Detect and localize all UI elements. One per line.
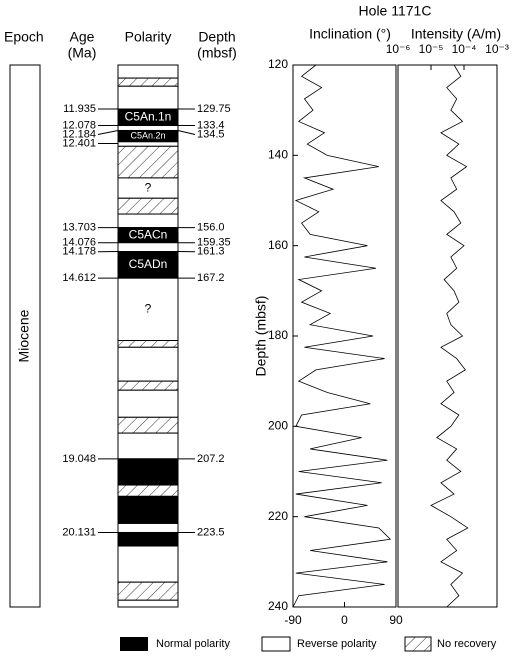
age-label: 12.401 [62,137,96,149]
epoch-header: Epoch [4,29,44,45]
y-tick-label: 240 [268,599,288,613]
legend-swatch [261,636,291,652]
y-tick-label: 220 [268,509,288,523]
x-tick-label: 10⁻⁴ [452,42,477,56]
legend-swatch [120,637,148,651]
polarity-block [117,64,179,79]
legend-label: No recovery [437,638,497,650]
chart-title: Hole 1171C [359,3,432,19]
y-tick-label: 140 [268,148,288,162]
depth-label: 159.35 [197,237,231,249]
polarity-block [117,416,179,434]
polarity-block [117,389,179,418]
polarity-block [117,432,179,460]
depth-label: 133.4 [197,119,225,131]
age-label: 12.078 [62,119,96,131]
x-tick-label: -90 [284,613,302,627]
x-tick-label: 10⁻³ [485,42,509,56]
profile-line [430,64,469,608]
x-tick-label: 90 [389,613,403,627]
chron-label: C5ADn [129,257,168,271]
polarity-block [117,599,179,608]
panel-frame [292,64,397,608]
polarity-block [117,581,179,601]
polarity-block [117,85,179,110]
panel-frame [397,64,498,608]
x-tick-label: 10⁻⁵ [419,42,444,56]
depth-tie [177,130,196,136]
epoch-label: Miocene [16,309,32,362]
chron-label: C5An.2n [130,131,165,141]
legend: Normal polarity Reverse polarity No reco… [120,636,497,652]
epoch-box [9,64,41,608]
age-label: 14.612 [62,272,96,284]
polarity-block [117,145,179,179]
polarity-block [117,277,179,342]
polarity-block [117,340,179,348]
y-tick-label: 120 [268,57,288,71]
legend-label: Normal polarity [156,638,230,650]
chron-label: C5An.1n [125,109,172,123]
depth-label: 167.2 [197,272,225,284]
legend-swatch [404,636,432,652]
polarity-block [117,545,179,583]
depth-label: 134.5 [197,128,225,140]
depth-label: 129.75 [197,103,231,115]
x-tick-label: 10⁻⁶ [386,42,411,56]
polarity-block [117,77,179,87]
age-label: 14.076 [62,237,96,249]
age-header: Age [70,29,95,45]
age-label: 14.178 [62,246,96,258]
age-label: 11.935 [63,103,96,115]
polarity-block [117,242,179,253]
polarity-block [117,484,179,497]
y-tick-label: 160 [268,238,288,252]
depth-header: (mbsf) [197,45,237,61]
age-label: 19.048 [62,453,96,465]
panel-title: Intensity (A/m) [411,26,501,42]
depth-label: 161.3 [197,246,225,258]
x-tick-label: 0 [341,613,348,627]
polarity-block [117,380,179,391]
uncertain-label: ? [145,180,152,194]
polarity-block [117,531,179,547]
polarity-block [117,346,179,382]
polarity-block [117,458,179,486]
polarity-header: Polarity [125,29,172,45]
depth-header: Depth [198,29,235,45]
age-header: (Ma) [68,45,97,61]
age-tie [97,130,119,136]
profile-line [292,64,392,608]
depth-label: 156.0 [197,222,225,234]
depth-label: 207.2 [197,453,225,465]
y-tick-label: 200 [268,419,288,433]
y-axis-title: Depth (mbsf) [253,296,269,377]
polarity-block [117,141,179,147]
legend-label: Reverse polarity [297,638,377,650]
chron-label: C5ACn [129,227,168,241]
y-tick-label: 180 [268,328,288,342]
polarity-block [117,495,179,524]
panel-title: Inclination (°) [309,26,391,42]
polarity-block [117,522,179,533]
age-label: 20.131 [62,526,96,538]
polarity-block [117,213,179,229]
polarity-block [117,251,179,279]
depth-label: 223.5 [197,526,225,538]
uncertain-label: ? [145,302,152,316]
age-label: 12.184 [62,128,96,140]
polarity-block [117,197,179,215]
age-label: 13.703 [62,222,96,234]
